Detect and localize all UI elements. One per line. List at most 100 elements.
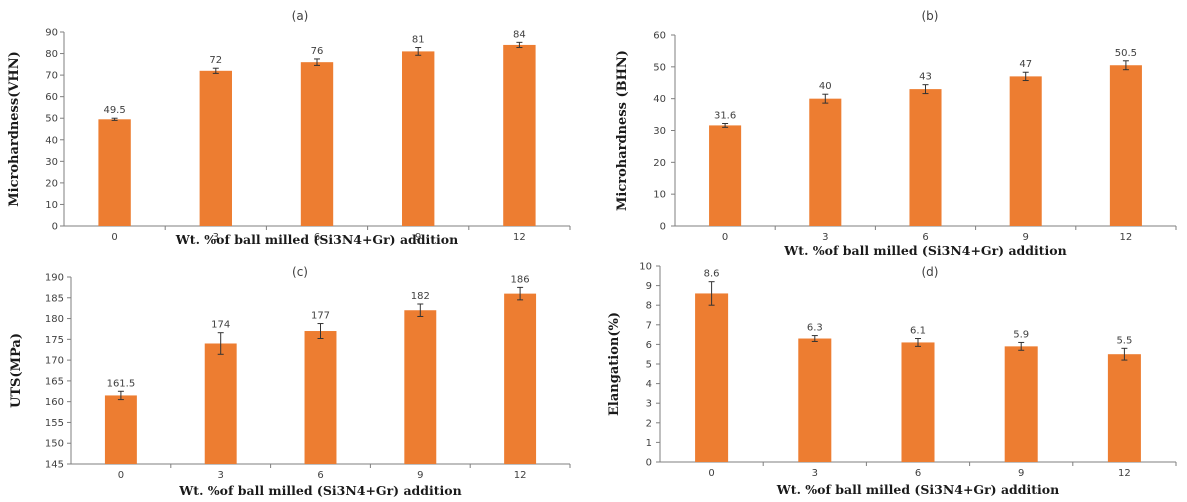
bar (901, 342, 935, 462)
x-tick-label: 6 (314, 232, 320, 243)
y-tick-label: 20 (45, 178, 58, 189)
bar (1107, 354, 1141, 462)
x-tick-label: 0 (708, 468, 714, 479)
bar (1009, 76, 1042, 226)
y-tick-label: 60 (45, 92, 58, 103)
x-tick-label: 6 (915, 468, 921, 479)
bar (695, 293, 729, 462)
bar (404, 310, 437, 464)
bar (503, 44, 536, 226)
y-tick-label: 10 (639, 262, 652, 273)
y-tick-label: 30 (45, 157, 58, 168)
data-label: 43 (919, 72, 932, 83)
y-tick-label: 170 (45, 356, 64, 367)
y-tick-label: 0 (52, 222, 58, 233)
bar (504, 293, 537, 464)
y-tick-label: 40 (653, 94, 666, 105)
data-label: 31.6 (714, 110, 736, 121)
y-tick-label: 10 (653, 190, 666, 201)
y-axis-title: UTS(MPa) (9, 333, 24, 408)
y-tick-label: 70 (45, 71, 58, 82)
x-tick-label: 0 (722, 232, 728, 243)
bar (199, 70, 232, 226)
bar (402, 51, 435, 227)
x-tick-label: 0 (118, 470, 124, 481)
x-tick-label: 9 (417, 470, 423, 481)
data-label: 6.1 (910, 326, 926, 337)
x-tick-label: 12 (1120, 232, 1133, 243)
y-tick-label: 6 (646, 340, 652, 351)
data-label: 177 (311, 311, 330, 322)
x-tick-label: 3 (812, 468, 818, 479)
bar (909, 89, 942, 226)
data-label: 40 (819, 81, 832, 92)
bar (809, 98, 842, 226)
y-tick-label: 3 (646, 399, 652, 410)
x-tick-label: 3 (213, 232, 219, 243)
data-label: 76 (311, 46, 324, 57)
y-tick-label: 8 (646, 301, 652, 312)
y-tick-label: 155 (45, 418, 64, 429)
data-label: 5.9 (1013, 329, 1029, 340)
y-tick-label: 190 (45, 273, 64, 284)
data-label: 5.5 (1116, 335, 1132, 346)
bar (1109, 65, 1142, 226)
x-tick-label: 12 (514, 470, 527, 481)
panel-label: (c) (292, 265, 308, 279)
y-tick-label: 60 (653, 31, 666, 42)
data-label: 161.5 (107, 378, 136, 389)
y-tick-label: 20 (653, 158, 666, 169)
x-tick-label: 0 (111, 232, 117, 243)
x-tick-label: 3 (822, 232, 828, 243)
y-tick-label: 150 (45, 439, 64, 450)
data-label: 8.6 (704, 269, 720, 280)
y-axis-title: Microhardness (BHN) (615, 50, 630, 211)
y-axis-title: Elangation(%) (607, 312, 622, 416)
panel-label: (d) (922, 265, 939, 279)
y-tick-label: 175 (45, 335, 64, 346)
panel-label: (a) (292, 9, 309, 23)
bar (98, 119, 131, 226)
data-label: 174 (211, 320, 230, 331)
y-tick-label: 9 (646, 281, 652, 292)
x-axis-title: Wt. %of ball milled (Si3N4+Gr) addition (783, 243, 1066, 258)
bar (709, 125, 742, 226)
y-axis-title: Microhardness(VHN) (7, 51, 22, 207)
bar (104, 395, 137, 464)
bar (300, 62, 334, 226)
y-tick-label: 165 (45, 376, 64, 387)
y-tick-label: 0 (646, 458, 652, 469)
x-tick-label: 12 (513, 232, 526, 243)
data-label: 72 (209, 55, 222, 66)
bar (1004, 346, 1038, 462)
y-tick-label: 7 (646, 320, 652, 331)
y-tick-label: 180 (45, 314, 64, 325)
y-tick-label: 50 (45, 114, 58, 125)
data-label: 81 (412, 35, 425, 46)
chart-panel-4: 0123456789108.606.336.165.995.512(d)Wt. … (607, 262, 1177, 497)
x-tick-label: 3 (218, 470, 224, 481)
y-tick-label: 10 (45, 200, 58, 211)
x-axis-title: Wt. %of ball milled (Si3N4+Gr) addition (175, 232, 458, 247)
data-label: 49.5 (103, 105, 125, 116)
y-tick-label: 5 (646, 360, 652, 371)
y-tick-label: 30 (653, 126, 666, 137)
panel-label: (b) (922, 9, 939, 23)
y-tick-label: 40 (45, 135, 58, 146)
chart-panel-1: 0 10 20 30 40 50 60 70 80 90 49.5 0 72 3 76 6 81 9 84 12 (a)… (7, 9, 571, 247)
data-label: 50.5 (1115, 48, 1137, 59)
y-tick-label: 4 (646, 379, 652, 390)
y-tick-label: 50 (653, 62, 666, 73)
y-tick-label: 80 (45, 49, 58, 60)
x-tick-label: 9 (1018, 468, 1024, 479)
bar (304, 331, 337, 464)
data-label: 186 (511, 274, 530, 285)
y-tick-label: 1 (646, 438, 652, 449)
x-tick-label: 6 (317, 470, 323, 481)
data-label: 47 (1019, 59, 1032, 70)
y-tick-label: 160 (45, 397, 64, 408)
y-tick-label: 2 (646, 418, 652, 429)
x-tick-label: 6 (922, 232, 928, 243)
y-tick-label: 90 (45, 28, 58, 39)
